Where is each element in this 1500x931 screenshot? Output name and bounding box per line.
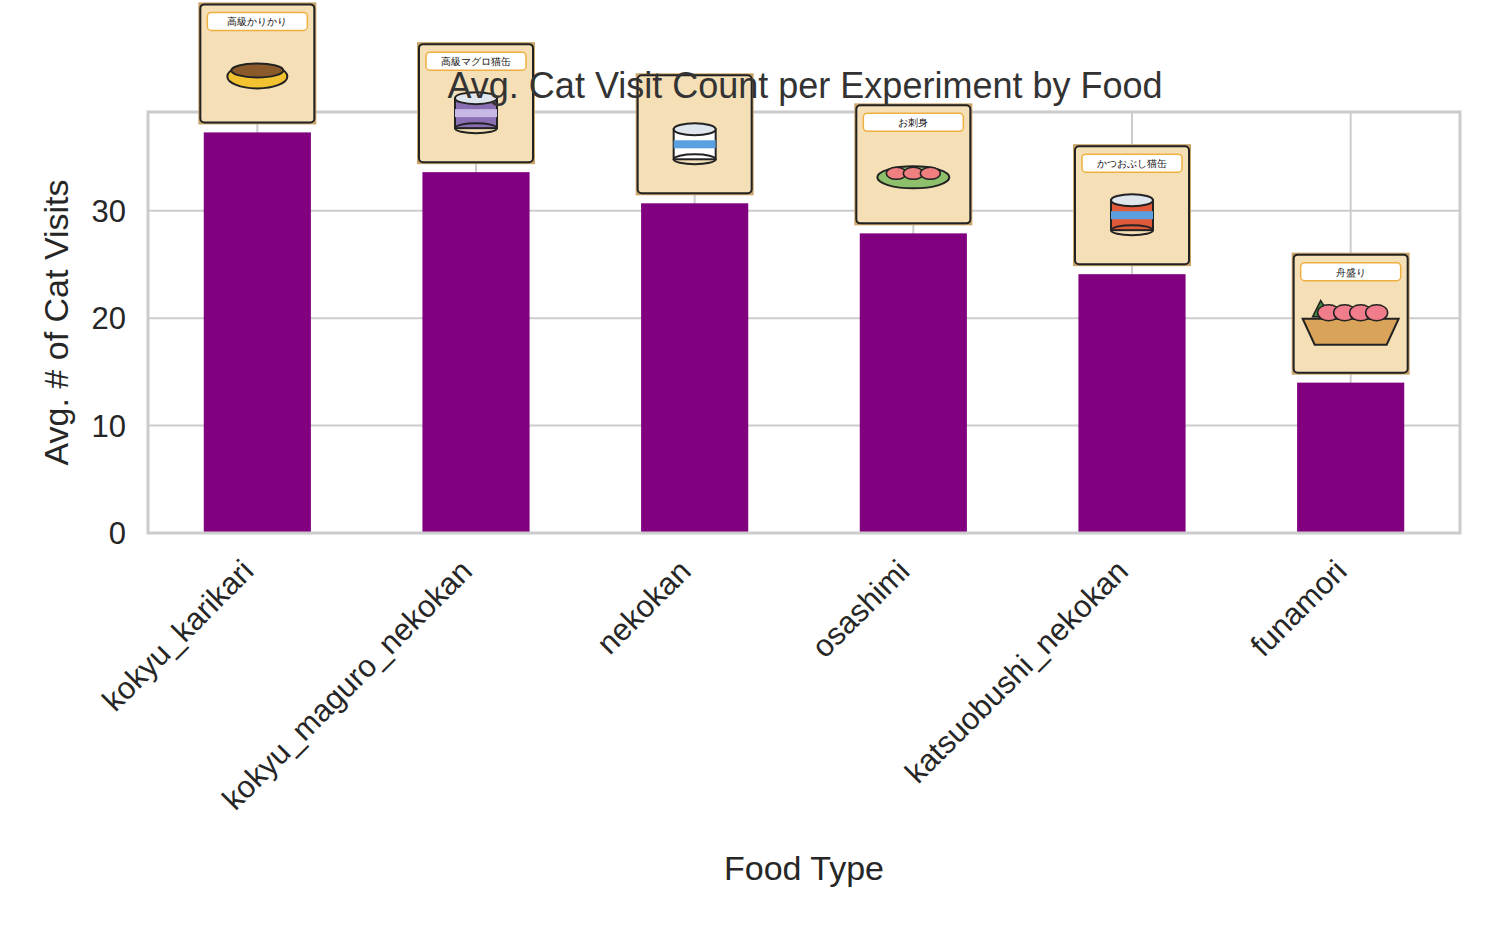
card-shadow	[198, 2, 316, 124]
bar	[860, 233, 967, 533]
card-label-box	[863, 113, 963, 131]
card-label-box	[1301, 263, 1401, 281]
x-axis-label: Food Type	[724, 849, 884, 887]
icon-card: かつおぶし猫缶	[1073, 144, 1191, 266]
icon-card: お刺身	[854, 103, 972, 225]
icon-part	[1111, 225, 1153, 235]
icon-part	[920, 167, 940, 179]
x-tick-label: nekokan	[590, 553, 698, 661]
bar	[1297, 383, 1404, 533]
icon-cards: 高級かりかり高級マグロ猫缶お刺身かつおぶし猫缶舟盛り	[198, 2, 1409, 374]
card-label: かつおぶし猫缶	[1097, 158, 1167, 169]
icon-part	[1366, 305, 1388, 321]
icon-part	[231, 63, 283, 77]
bar	[204, 132, 311, 533]
plot-frame	[148, 112, 1460, 533]
bars	[204, 132, 1404, 533]
card	[856, 105, 970, 223]
y-tick-label: 0	[109, 516, 126, 551]
x-tick-label: katsuobushi_nekokan	[898, 553, 1135, 790]
y-tick-label: 30	[92, 194, 126, 229]
card	[200, 4, 314, 122]
grid	[148, 112, 1460, 533]
card-label: 高級かりかり	[227, 16, 287, 27]
icon-card: 舟盛り	[1292, 253, 1410, 375]
card-shadow	[1073, 144, 1191, 266]
icon-part	[455, 109, 497, 117]
icon-part	[1111, 211, 1153, 219]
bar	[641, 203, 748, 533]
background	[0, 0, 1500, 931]
icon-card: 高級かりかり	[198, 2, 316, 124]
y-grid-line	[148, 210, 1460, 212]
x-tick-label: kokyu_maguro_nekokan	[215, 553, 479, 817]
card-label: 舟盛り	[1336, 267, 1366, 278]
icon-part	[1303, 319, 1399, 345]
icon-part	[227, 64, 287, 88]
y-grid-line	[148, 317, 1460, 319]
x-tick-label: funamori	[1244, 553, 1354, 663]
icon-part	[455, 123, 497, 133]
icon-part	[1111, 194, 1153, 206]
icon-part	[674, 123, 716, 135]
icon-part	[877, 166, 949, 188]
card	[1294, 255, 1408, 373]
chart-container: 0 10 20 30 kokyu_karikarikokyu_maguro_nekoka…	[0, 0, 1500, 931]
card-shadow	[854, 103, 972, 225]
card-label: お刺身	[898, 117, 928, 128]
y-grid-line	[148, 425, 1460, 427]
bar	[1078, 274, 1185, 533]
y-tick-label: 10	[92, 409, 126, 444]
card-label-box	[1082, 154, 1182, 172]
y-axis-label: Avg. # of Cat Visits	[37, 180, 75, 466]
icon-part	[674, 154, 716, 164]
x-tick-label: osashimi	[805, 553, 916, 664]
icon-part	[674, 140, 716, 148]
card-shadow	[1292, 253, 1410, 375]
card	[1075, 146, 1189, 264]
card-label-box	[207, 12, 307, 30]
y-tick-label: 20	[92, 301, 126, 336]
x-tick-label: kokyu_karikari	[95, 553, 260, 718]
chart-svg: 0 10 20 30 kokyu_karikarikokyu_maguro_nekoka…	[0, 0, 1500, 931]
chart-title: Avg. Cat Visit Count per Experiment by F…	[447, 65, 1162, 106]
bar	[422, 172, 529, 533]
